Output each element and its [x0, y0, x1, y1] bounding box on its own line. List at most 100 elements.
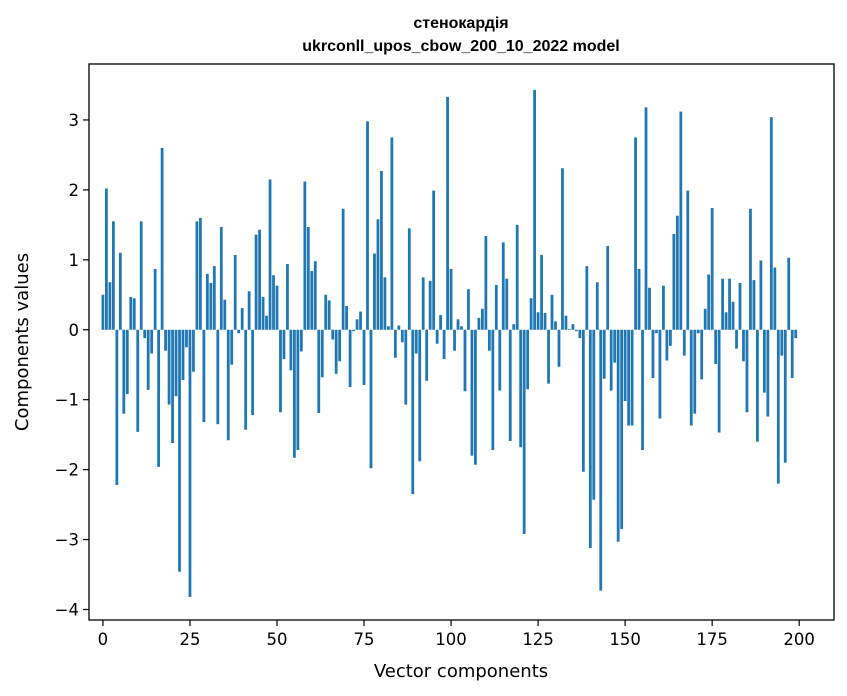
bar	[522, 329, 526, 534]
bar	[265, 315, 268, 330]
bar	[571, 324, 575, 330]
bar	[125, 329, 129, 395]
bar	[373, 253, 376, 330]
bar	[421, 277, 425, 330]
bar	[738, 282, 742, 330]
bar	[167, 329, 171, 405]
bar	[742, 329, 745, 362]
bar	[115, 329, 119, 486]
y-tick-label: 2	[69, 181, 80, 200]
bar	[286, 264, 289, 330]
bar	[467, 289, 470, 330]
bar	[442, 329, 446, 360]
bar	[324, 294, 328, 330]
bar	[237, 329, 241, 334]
bar	[205, 273, 209, 330]
bar	[557, 329, 561, 367]
bar	[627, 329, 630, 426]
x-tick-label: 125	[522, 630, 554, 649]
bar	[400, 329, 404, 343]
bar	[515, 224, 519, 330]
bar	[317, 329, 321, 413]
bar	[498, 329, 502, 391]
bar	[366, 121, 369, 330]
bar	[484, 236, 488, 330]
bar	[355, 319, 359, 330]
bar	[592, 329, 596, 500]
bar	[233, 254, 237, 330]
bar	[306, 226, 310, 330]
bar	[320, 329, 324, 378]
bar	[456, 319, 460, 330]
x-tick-label: 75	[354, 630, 375, 649]
bar	[780, 329, 784, 356]
bar	[418, 329, 422, 462]
bar	[662, 285, 665, 330]
bar	[240, 308, 244, 330]
bar	[634, 137, 637, 330]
bar	[721, 278, 724, 330]
bar	[588, 329, 592, 548]
bar	[216, 329, 220, 425]
bar	[428, 280, 432, 330]
bar	[411, 329, 415, 495]
chart-title-word: стенокардія	[413, 15, 508, 32]
bar	[150, 329, 154, 354]
bar	[393, 329, 397, 358]
bar	[752, 280, 756, 330]
bar	[299, 329, 303, 352]
bar	[717, 329, 721, 433]
bar	[526, 329, 530, 390]
bar	[620, 329, 624, 530]
y-tick-label: 3	[69, 111, 80, 130]
bar	[223, 299, 227, 330]
bar	[759, 260, 763, 330]
bar	[487, 329, 491, 351]
bar	[446, 96, 449, 330]
bar	[477, 317, 481, 330]
bar	[728, 278, 731, 330]
bar	[756, 329, 759, 442]
bar	[327, 300, 331, 330]
bar	[209, 282, 213, 330]
bar	[397, 325, 401, 330]
bar	[735, 329, 738, 349]
bar	[414, 329, 418, 354]
plot-frame	[88, 63, 835, 621]
bar	[376, 219, 380, 330]
y-tick-label: 1	[69, 251, 80, 270]
bar	[783, 329, 787, 463]
bar	[136, 329, 140, 432]
bar	[362, 329, 366, 386]
bar	[146, 329, 150, 390]
bar	[574, 329, 578, 332]
bar	[129, 296, 133, 330]
bar	[174, 329, 178, 397]
bar	[282, 329, 286, 360]
bar	[790, 329, 794, 379]
bar	[171, 329, 174, 444]
bar	[101, 294, 105, 330]
bar	[188, 329, 192, 597]
bar	[192, 329, 195, 372]
y-tick-label: −2	[55, 461, 79, 480]
bar	[508, 329, 512, 441]
bar	[543, 312, 547, 330]
bar	[139, 221, 143, 330]
bar	[769, 117, 773, 330]
y-tick-label: −1	[55, 391, 79, 410]
bar	[199, 217, 202, 330]
bar	[648, 287, 651, 330]
bar	[118, 252, 122, 330]
bar	[696, 329, 700, 334]
bar	[689, 329, 693, 426]
x-tick-label: 175	[696, 630, 728, 649]
bar	[341, 208, 345, 330]
bar	[474, 329, 477, 465]
bar	[390, 137, 394, 330]
bar	[578, 329, 582, 339]
bar	[776, 329, 780, 484]
y-tick-label: 0	[69, 321, 80, 340]
bar	[749, 208, 752, 330]
